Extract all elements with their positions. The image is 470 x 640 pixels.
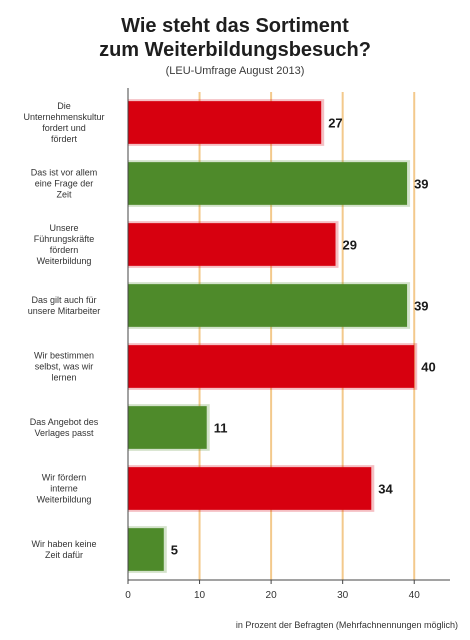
chart-subtitle: (LEU-Umfrage August 2013) — [165, 65, 305, 77]
bar-value-label: 39 — [414, 177, 428, 192]
category-label: Unsere Führungskräfte fördern Weiterbildung — [34, 223, 95, 266]
category-label: Das Angebot des Verlages passt — [30, 417, 99, 438]
bar — [128, 467, 372, 510]
chart-footnote: in Prozent der Befragten (Mehrfachnennun… — [235, 620, 458, 630]
category-label: Wir haben keine Zeit dafür — [31, 539, 96, 560]
bar — [128, 406, 207, 449]
chart-title-block: Wie steht das Sortiment zum Weiterbildun… — [0, 14, 470, 79]
chart-title-line-1: Wie steht das Sortiment — [121, 15, 349, 37]
category-label: Die Unternehmenskultur fordert und fördert — [23, 101, 104, 144]
x-tick-label: 30 — [337, 590, 349, 601]
x-tick-label: 20 — [266, 590, 278, 601]
x-tick-label: 0 — [125, 590, 131, 601]
bars: 27 39 29 39 40 11 34 5 — [128, 99, 436, 573]
bar — [128, 345, 415, 388]
bar-value-label: 39 — [414, 299, 428, 314]
bar — [128, 101, 322, 144]
x-tick-label: 40 — [409, 590, 421, 601]
chart-title-line-2: zum Weiterbildungsbesuch? — [99, 39, 371, 61]
bar-value-label: 40 — [421, 360, 435, 375]
bar-value-label: 5 — [171, 543, 178, 558]
bar-value-label: 27 — [328, 116, 342, 131]
bar — [128, 223, 336, 266]
category-label: Das gilt auch für unsere Mitarbeiter — [28, 295, 101, 316]
category-label: Das ist vor allem eine Frage der Zeit — [31, 168, 98, 200]
bar — [128, 162, 408, 205]
x-tick-label: 10 — [194, 590, 206, 601]
bar-value-label: 34 — [378, 482, 393, 497]
bar — [128, 528, 164, 571]
category-label: Wir fördern interne Weiterbildung — [37, 473, 92, 505]
bar-value-label: 11 — [214, 421, 228, 436]
bar-value-label: 29 — [343, 238, 357, 253]
category-label: Wir bestimmen selbst, was wir lernen — [34, 351, 94, 383]
bar — [128, 284, 408, 327]
